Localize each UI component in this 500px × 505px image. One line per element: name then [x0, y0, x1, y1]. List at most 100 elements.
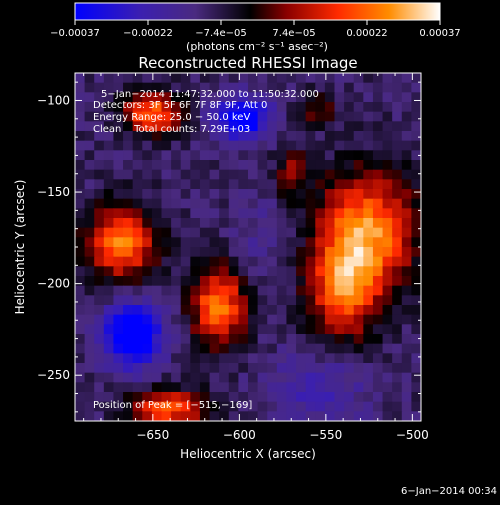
heatmap-cell — [286, 111, 297, 122]
heatmap-cell — [171, 169, 182, 180]
heatmap-cell — [401, 392, 412, 403]
heatmap-cell — [324, 276, 336, 287]
heatmap-cell — [363, 131, 374, 142]
heatmap-cell — [180, 82, 191, 93]
heatmap-cell — [103, 121, 115, 132]
heatmap-cell — [382, 276, 393, 287]
heatmap-cell — [353, 295, 364, 306]
heatmap-cell — [267, 121, 278, 132]
heatmap-cell — [132, 82, 143, 93]
heatmap-cell — [315, 169, 326, 180]
heatmap-cell — [257, 343, 268, 354]
heatmap-cell — [305, 237, 316, 248]
heatmap-cell — [324, 334, 336, 345]
heatmap-cell — [94, 121, 105, 132]
heatmap-cell — [248, 411, 259, 421]
heatmap-cell — [372, 111, 384, 122]
heatmap-cell — [84, 256, 95, 267]
heatmap-cell — [305, 102, 316, 113]
heatmap-cell — [180, 131, 191, 142]
heatmap-cell — [123, 237, 134, 248]
heatmap-cell — [84, 150, 95, 161]
heatmap-cell — [392, 247, 403, 258]
heatmap-cell — [315, 305, 326, 316]
colorbar-tick-label: −0.00022 — [123, 28, 173, 39]
heatmap-cell — [296, 276, 307, 287]
heatmap-cell — [84, 82, 95, 93]
heatmap-cell — [94, 150, 105, 161]
heatmap-cell — [161, 324, 172, 335]
heatmap-cell — [238, 82, 249, 93]
heatmap-cell — [142, 314, 153, 325]
heatmap-cell — [84, 111, 95, 122]
heatmap-cell — [171, 111, 182, 122]
heatmap-cell — [401, 150, 412, 161]
heatmap-cell — [296, 237, 307, 248]
heatmap-cell — [113, 92, 124, 103]
heatmap-cell — [286, 189, 297, 200]
heatmap-cell — [171, 121, 182, 132]
colorbar-tick-label: 0.00037 — [419, 28, 460, 39]
heatmap-cell — [315, 343, 326, 354]
heatmap-cell — [324, 208, 336, 219]
heatmap-cell — [113, 111, 124, 122]
heatmap-cell — [142, 150, 153, 161]
heatmap-cell — [151, 295, 163, 306]
heatmap-cell — [276, 179, 288, 190]
heatmap-cell — [257, 363, 268, 374]
heatmap-cell — [382, 343, 393, 354]
heatmap-cell — [161, 179, 172, 190]
heatmap-cell — [296, 256, 307, 267]
heatmap-cell — [344, 102, 355, 113]
heatmap-cell — [228, 334, 239, 345]
heatmap-cell — [209, 334, 220, 345]
heatmap-cell — [228, 179, 239, 190]
heatmap-cell — [276, 295, 288, 306]
heatmap-cell — [84, 160, 95, 171]
heatmap-cell — [372, 169, 384, 180]
heatmap-cell — [334, 382, 345, 393]
heatmap-cell — [248, 324, 259, 335]
heatmap-cell — [190, 295, 201, 306]
heatmap-cell — [353, 285, 364, 296]
heatmap-cell — [161, 372, 172, 383]
heatmap-cell — [315, 198, 326, 209]
heatmap-cell — [161, 111, 172, 122]
heatmap-cell — [286, 295, 297, 306]
heatmap-cell — [180, 169, 191, 180]
heatmap-cell — [344, 256, 355, 267]
heatmap-cell — [392, 140, 403, 151]
heatmap-cell — [344, 392, 355, 403]
heatmap-cell — [171, 324, 182, 335]
heatmap-cell — [248, 343, 259, 354]
heatmap-cell — [132, 73, 143, 84]
heatmap-cell — [276, 102, 288, 113]
heatmap-cell — [190, 353, 201, 364]
heatmap-cell — [334, 247, 345, 258]
heatmap-cell — [75, 160, 86, 171]
heatmap-cell — [219, 198, 230, 209]
heatmap-cell — [305, 140, 316, 151]
heatmap-cell — [286, 208, 297, 219]
heatmap-cell — [267, 343, 278, 354]
heatmap-cell — [84, 285, 95, 296]
heatmap-cell — [219, 247, 230, 258]
heatmap-cell — [363, 111, 374, 122]
heatmap-cell — [142, 334, 153, 345]
heatmap-cell — [411, 160, 421, 171]
heatmap-cell — [219, 179, 230, 190]
heatmap-cell — [334, 256, 345, 267]
heatmap-cell — [161, 131, 172, 142]
heatmap-cell — [305, 392, 316, 403]
footer-date: 6−Jan−2014 00:34 — [401, 486, 497, 497]
heatmap-cell — [372, 189, 384, 200]
heatmap-cell — [296, 411, 307, 421]
heatmap-cell — [248, 256, 259, 267]
heatmap-cell — [248, 140, 259, 151]
heatmap-cell — [171, 102, 182, 113]
heatmap-cell — [344, 276, 355, 287]
heatmap-cell — [401, 111, 412, 122]
heatmap-cell — [248, 353, 259, 364]
heatmap-cell — [276, 343, 288, 354]
